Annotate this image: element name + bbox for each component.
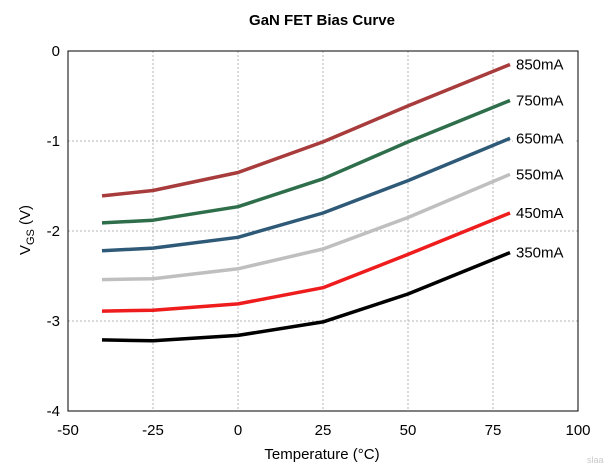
x-tick-label: 75 [485,422,502,439]
series-line-450mA [101,211,511,313]
y-axis-label-tail: (V) [17,205,34,229]
series-label-750mA: 750mA [516,93,564,110]
chart-title: GaN FET Bias Curve [249,12,395,29]
series-label-bg [513,163,575,185]
x-tick-label: -50 [57,422,79,439]
series-label-450mA: 450mA [516,205,564,222]
y-tick-label: -2 [47,223,60,240]
series-line-350mA [101,250,511,343]
series-label-550mA: 550mA [516,166,564,183]
series-label-bg [513,241,575,263]
plot-frame [67,50,579,412]
x-tick-label: 25 [315,422,332,439]
y-tick-labels: 0 -1 -2 -3 -4 [47,43,60,420]
x-tick-label: 50 [400,422,417,439]
y-tick-label: -3 [47,313,60,330]
x-tick-label: -25 [142,422,164,439]
series-label-bg [513,127,575,149]
watermark: slaa [587,455,604,465]
x-axis-label: Temperature (°C) [264,446,379,463]
series-labels: 850mA 750mA 650mA 550mA 450mA 350mA [513,53,575,263]
x-tick-label: 0 [234,422,242,439]
series-label-bg [513,53,575,75]
y-axis-label: VGS (V) [17,205,37,255]
y-axis-label-main: V [17,245,34,255]
series-label-650mA: 650mA [516,130,564,147]
series-line-850mA [101,62,511,198]
x-tick-labels: -50 -25 0 25 50 75 100 [57,422,590,439]
y-tick-label: -4 [47,403,60,420]
series-line-550mA [101,172,511,282]
x-tick-label: 100 [565,422,590,439]
series-label-bg [513,89,575,111]
series-layer [101,62,511,343]
series-line-650mA [101,136,511,253]
y-axis-label-subscript: GS [25,229,37,245]
series-label-bg [513,202,575,223]
y-tick-label: -1 [47,133,60,150]
series-label-850mA: 850mA [516,57,564,74]
series-line-750mA [101,98,511,225]
y-tick-label: 0 [52,43,60,60]
series-label-350mA: 350mA [516,245,564,262]
